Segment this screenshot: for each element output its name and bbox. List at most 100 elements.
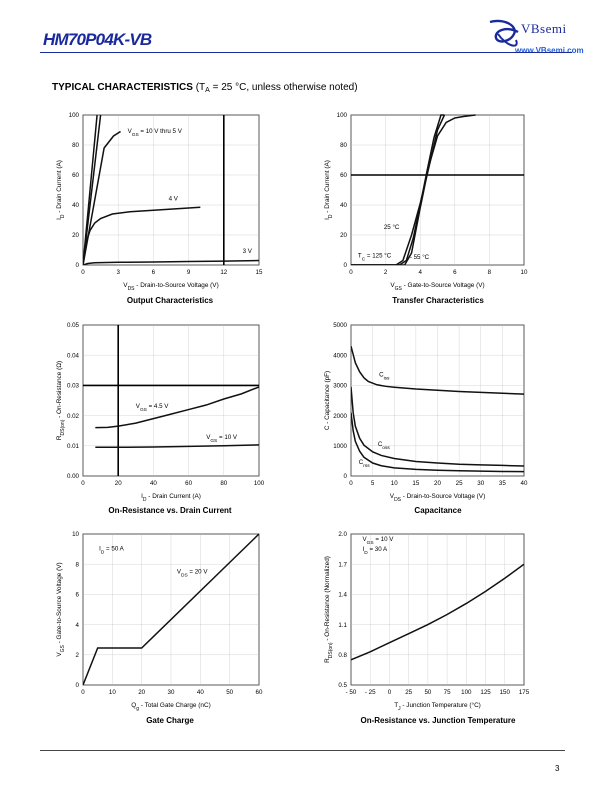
x-tick-label: 100 xyxy=(254,480,265,487)
x-tick-label: 25 xyxy=(456,480,463,487)
x-tick-label: 30 xyxy=(168,689,175,696)
x-axis-label: VGS - Gate-to-Source Voltage (V) xyxy=(390,282,484,292)
y-tick-label: 80 xyxy=(72,142,79,149)
annotation-label: VGS = 10 V xyxy=(363,536,395,546)
y-tick-label: 0.05 xyxy=(67,322,80,329)
x-tick-label: 12 xyxy=(220,269,227,276)
y-tick-label: 8 xyxy=(76,561,80,568)
y-tick-label: 40 xyxy=(340,202,347,209)
part-number: HM70P04K-VB xyxy=(43,30,152,49)
caption-capacitance: Capacitance xyxy=(414,506,462,515)
series-line-crss xyxy=(351,412,524,473)
annotation-label: VDS = 20 V xyxy=(177,568,208,578)
x-tick-label: 9 xyxy=(187,269,191,276)
y-axis-label: ID - Drain Current (A) xyxy=(56,160,66,220)
x-tick-label: 20 xyxy=(434,480,441,487)
annotation-label: VGS = 4.5 V xyxy=(136,403,169,413)
plot-ron_vs_tj: - 50 - 25 0 25 50 75 100 125 150 175 0.5 0.8 1.1 1.4 1… xyxy=(324,531,530,712)
y-axis-label: RDS(on) - On-Resistance (Normalized) xyxy=(324,556,334,663)
x-axis-label: VDS - Drain-to-Source Voltage (V) xyxy=(123,282,218,292)
y-tick-label: 10 xyxy=(72,531,79,538)
plot-ron_vs_id: 0 20 40 60 80 100 0.00 0.01 0.02 0.03 0.04 0.05 ID -… xyxy=(56,322,265,503)
x-tick-label: 2 xyxy=(384,269,388,276)
annotation-label: Ciss xyxy=(379,371,390,381)
x-tick-label: 40 xyxy=(521,480,528,487)
x-axis-label: ID - Drain Current (A) xyxy=(141,493,201,503)
y-tick-label: 0.02 xyxy=(67,413,80,420)
x-tick-label: 150 xyxy=(500,689,511,696)
series-line-vgs xyxy=(83,533,259,685)
annotation-label: 4 V xyxy=(169,196,179,203)
series-line-ciss xyxy=(351,345,524,395)
y-tick-label: 60 xyxy=(72,172,79,179)
x-tick-label: 20 xyxy=(115,480,122,487)
x-axis-label: Qg - Total Gate Charge (nC) xyxy=(131,702,210,712)
caption-gate-charge: Gate Charge xyxy=(146,716,194,725)
caption-ron-tj: On-Resistance vs. Junction Temperature xyxy=(360,716,516,725)
x-tick-label: 40 xyxy=(150,480,157,487)
x-tick-label: 4 xyxy=(418,269,422,276)
plot-capacitance: 0 5 10 15 20 25 30 35 40 0 1000 2000 3000 4000 5000 VDS… xyxy=(324,322,528,503)
x-tick-label: 10 xyxy=(109,689,116,696)
y-tick-label: 0.5 xyxy=(338,682,347,689)
x-tick-label: 40 xyxy=(197,689,204,696)
x-tick-label: 0 xyxy=(81,269,85,276)
x-tick-label: 0 xyxy=(349,480,353,487)
annotation-label: VGS = 10 V thru 5 V xyxy=(128,128,183,138)
y-tick-label: 0.03 xyxy=(67,383,80,390)
y-tick-label: 20 xyxy=(340,232,347,239)
y-tick-label: 40 xyxy=(72,202,79,209)
y-tick-label: 0 xyxy=(76,682,80,689)
annotation-label: Crss xyxy=(359,459,370,469)
annotation-label: 3 V xyxy=(243,248,253,255)
y-tick-label: 80 xyxy=(340,142,347,149)
vbsemi-logo-icon xyxy=(489,19,519,47)
x-tick-label: 10 xyxy=(521,269,528,276)
y-tick-label: 0.00 xyxy=(67,473,80,480)
annotation-label: 25 °C xyxy=(384,224,400,231)
x-axis-label: VDS - Drain-to-Source Voltage (V) xyxy=(390,493,485,503)
caption-ron-id: On-Resistance vs. Drain Current xyxy=(108,506,232,515)
series-line-vgs-10-v-thru-5-v-b xyxy=(83,114,102,265)
plot-gate_charge: 0 10 20 30 40 50 60 0 2 4 6 8 10 Qg - Total Gate Char… xyxy=(56,531,263,712)
y-tick-label: 100 xyxy=(337,112,348,119)
y-tick-label: 0.04 xyxy=(67,352,80,359)
x-tick-label: 8 xyxy=(488,269,492,276)
y-tick-label: 20 xyxy=(72,232,79,239)
plot-frame xyxy=(350,533,525,686)
x-tick-label: 30 xyxy=(477,480,484,487)
x-tick-label: 80 xyxy=(220,480,227,487)
y-tick-label: 6 xyxy=(76,592,80,599)
y-tick-label: 1000 xyxy=(333,443,347,450)
series-line-vgs-4-5-v xyxy=(95,386,259,429)
x-tick-label: 15 xyxy=(412,480,419,487)
y-tick-label: 3000 xyxy=(333,383,347,390)
x-tick-label: 60 xyxy=(256,689,263,696)
x-tick-label: 175 xyxy=(519,689,530,696)
y-tick-label: 0 xyxy=(76,262,80,269)
caption-output: Output Characteristics xyxy=(126,296,214,305)
y-axis-label: C - Capacitance (pF) xyxy=(324,371,331,430)
x-tick-label: 3 xyxy=(116,269,120,276)
y-tick-label: 0.01 xyxy=(67,443,80,450)
y-axis-label: VGS - Gate-to-Source Voltage (V) xyxy=(56,562,66,656)
x-tick-label: 0 xyxy=(388,689,392,696)
website-link[interactable]: www.VBsemi.com xyxy=(515,46,584,55)
annotation-label: ID = 30 A xyxy=(363,546,389,556)
y-axis-label: RDS(on) - On-Resistance (Ω) xyxy=(56,361,66,440)
x-tick-label: 60 xyxy=(185,480,192,487)
caption-transfer: Transfer Characteristics xyxy=(392,296,484,305)
x-tick-label: - 25 xyxy=(365,689,376,696)
series-line-3-v xyxy=(83,259,259,265)
x-tick-label: 15 xyxy=(256,269,263,276)
header-rule xyxy=(40,52,572,53)
plot-output: 0 3 6 9 12 15 0 20 40 60 80 100 VDS - Drain-to-Sourc… xyxy=(56,112,263,292)
series-line-tc-55-c xyxy=(351,114,476,265)
annotation-label: Coss xyxy=(378,441,391,451)
series-line-vgs-10-v xyxy=(95,444,259,449)
section-title: TYPICAL CHARACTERISTICS xyxy=(52,82,193,93)
y-tick-label: 4000 xyxy=(333,352,347,359)
x-axis-label: TJ - Junction Temperature (°C) xyxy=(394,701,481,712)
x-tick-label: 5 xyxy=(371,480,375,487)
